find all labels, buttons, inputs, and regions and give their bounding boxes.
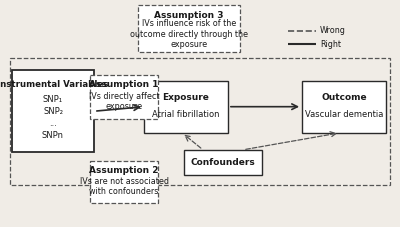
- Text: Confounders: Confounders: [191, 158, 255, 167]
- Text: Outcome: Outcome: [321, 93, 367, 102]
- Bar: [90, 75, 158, 119]
- Bar: [90, 161, 158, 203]
- Text: Assumption 2: Assumption 2: [89, 166, 159, 175]
- Text: SNP₂: SNP₂: [43, 107, 63, 116]
- Bar: [10, 58, 390, 185]
- Text: ...: ...: [49, 119, 57, 128]
- Bar: [12, 70, 94, 152]
- Text: Right: Right: [320, 40, 341, 49]
- Text: IVs influence risk of the
outcome directly through the
exposure: IVs influence risk of the outcome direct…: [130, 19, 248, 49]
- Text: Assumption 3: Assumption 3: [154, 10, 224, 20]
- Text: Wrong: Wrong: [320, 26, 346, 35]
- Text: SNP₁: SNP₁: [43, 95, 63, 104]
- Text: IVs are not associated
with confounders: IVs are not associated with confounders: [80, 177, 168, 196]
- Text: Vascular dementia: Vascular dementia: [305, 110, 383, 119]
- Text: Instrumental Variables: Instrumental Variables: [0, 80, 109, 89]
- Bar: [302, 81, 386, 133]
- Text: IVs directly affect
exposure: IVs directly affect exposure: [89, 92, 159, 111]
- Bar: [144, 81, 228, 133]
- Text: SNPn: SNPn: [42, 131, 64, 140]
- Bar: [184, 150, 262, 175]
- Bar: [138, 5, 240, 52]
- Text: Exposure: Exposure: [162, 93, 210, 102]
- Text: Atrial fibrillation: Atrial fibrillation: [152, 110, 220, 119]
- Text: Assumption 1: Assumption 1: [89, 80, 159, 89]
